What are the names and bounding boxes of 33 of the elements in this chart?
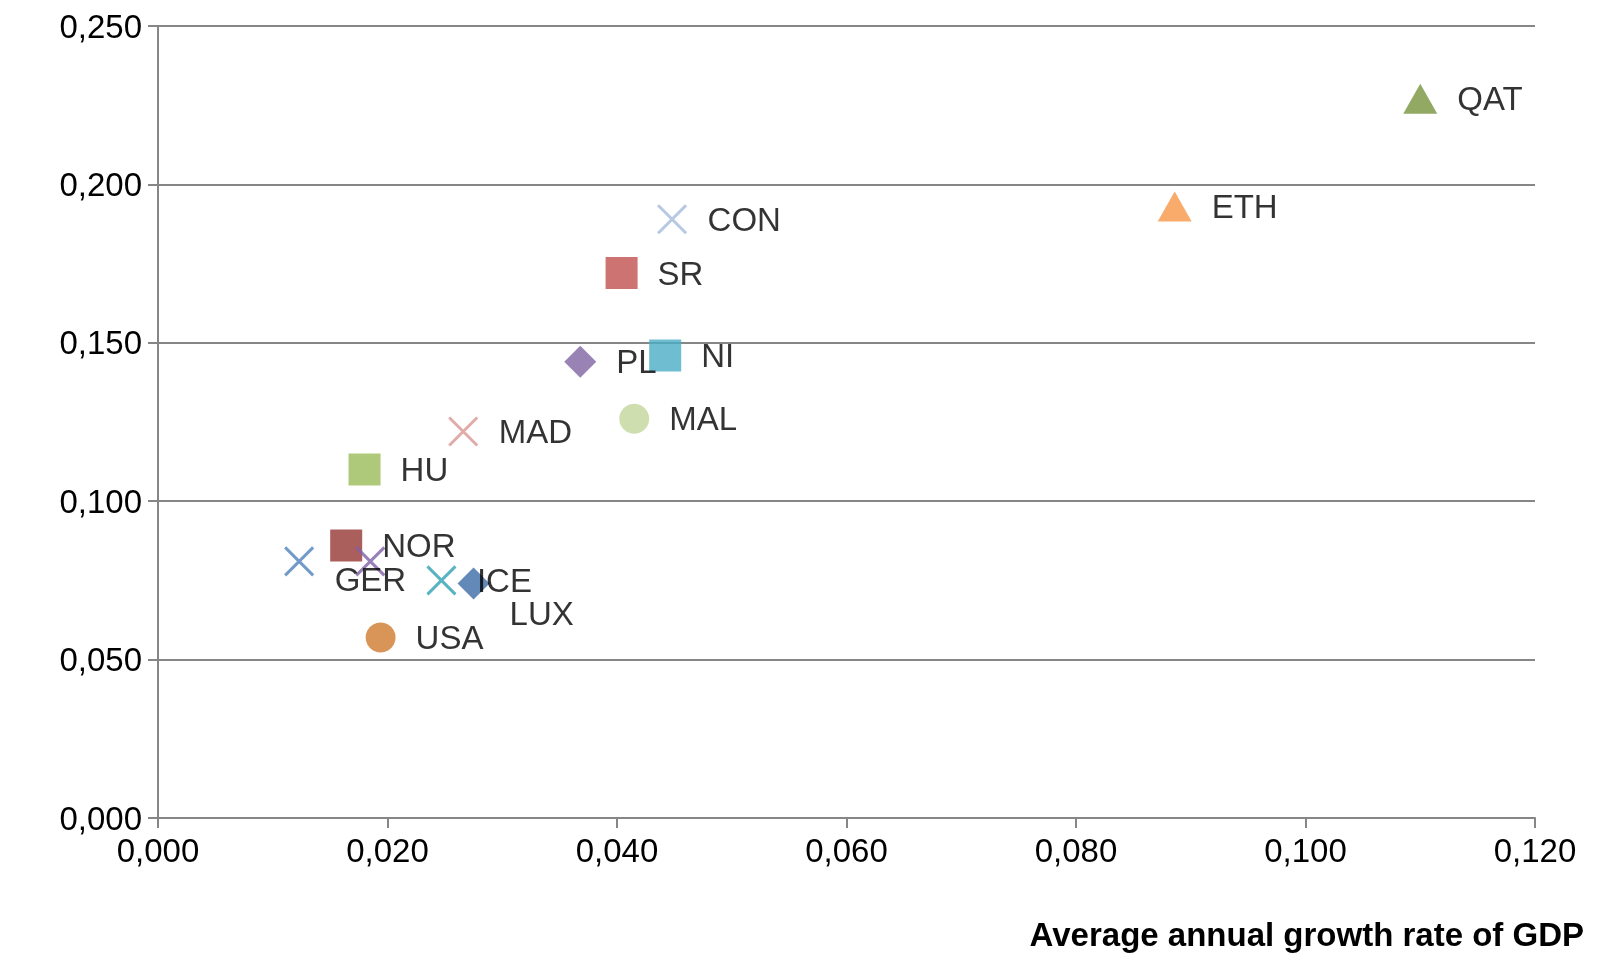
point	[605, 257, 638, 290]
point	[330, 529, 363, 562]
series-label: ETH	[1211, 188, 1278, 226]
series-label: MAL	[669, 400, 738, 438]
x-tick-label: 0,100	[1264, 832, 1347, 869]
y-tick-label: 0,200	[59, 165, 142, 203]
series-label: NI	[701, 336, 735, 374]
series-label: CON	[707, 200, 781, 238]
point	[283, 545, 315, 577]
point	[656, 203, 688, 235]
x-tick-label: 0,040	[575, 832, 659, 869]
point	[425, 564, 457, 596]
point	[365, 622, 396, 653]
series-label: HU	[400, 451, 449, 489]
x-axis-title: Average annual growth rate of GDP	[1029, 916, 1585, 953]
x-tick-label: 0,020	[346, 832, 429, 869]
x-tick-label: 0,060	[805, 832, 888, 869]
point	[447, 416, 479, 447]
x-tick-label: 0,120	[1493, 832, 1577, 869]
point	[619, 403, 650, 434]
y-tick-label: 0,050	[59, 641, 142, 679]
point	[1157, 191, 1192, 222]
series-label: SR	[657, 254, 704, 292]
series-label: MAD	[498, 413, 573, 450]
point	[1403, 83, 1438, 114]
y-tick-label: 0,150	[59, 324, 142, 362]
y-tick-label: 0,100	[59, 482, 142, 520]
x-tick-label: 0,080	[1034, 832, 1118, 869]
series-label: USA	[415, 618, 484, 656]
series-label: QAT	[1457, 80, 1523, 118]
y-tick-label: 0,250	[59, 7, 142, 45]
point	[564, 345, 597, 378]
point	[348, 453, 381, 486]
